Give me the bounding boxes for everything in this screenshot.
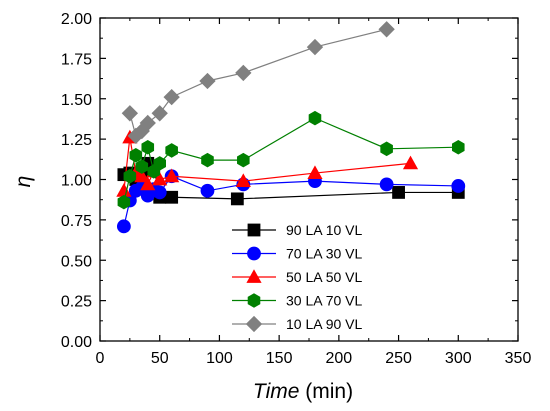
series-10-la-90-vl	[121, 21, 395, 145]
data-point	[153, 156, 167, 171]
data-point	[235, 173, 251, 188]
data-point	[165, 143, 178, 158]
y-tick-label: 0.75	[61, 213, 92, 230]
series-30-la-70-vl	[117, 110, 465, 210]
y-tick-label: 1.50	[61, 92, 92, 109]
x-axis-title: Time (min)	[253, 380, 353, 403]
legend-label: 90 LA 10 VL	[286, 222, 363, 238]
series-line	[129, 28, 387, 137]
y-tick-label: 1.00	[61, 173, 92, 190]
data-point	[201, 152, 214, 168]
legend-marker	[247, 293, 261, 308]
data-point	[123, 169, 137, 184]
data-point	[139, 114, 156, 132]
data-point	[165, 190, 179, 204]
y-tick-label: 1.25	[61, 132, 92, 149]
x-tick-label: 0	[96, 350, 105, 367]
data-point	[380, 141, 393, 157]
data-point	[141, 139, 155, 155]
y-tick-label: 0.50	[61, 253, 92, 270]
y-tick-label: 2.00	[61, 11, 92, 28]
data-point	[152, 185, 167, 200]
legend-marker	[245, 315, 263, 333]
data-point	[199, 72, 216, 90]
data-point	[164, 168, 180, 183]
x-tick-label: 350	[505, 350, 532, 367]
data-point	[135, 159, 149, 174]
y-tick-label: 1.75	[61, 51, 92, 68]
y-tick-label: 0.00	[61, 334, 92, 351]
data-point	[378, 21, 395, 38]
data-point	[379, 177, 394, 192]
y-axis-title: η	[12, 176, 35, 188]
data-point	[129, 148, 143, 163]
data-point	[237, 152, 250, 168]
data-point	[163, 88, 180, 106]
data-point	[392, 186, 405, 199]
data-point	[121, 105, 139, 122]
legend-label: 10 LA 90 VL	[286, 316, 363, 332]
data-point	[151, 105, 168, 122]
data-series	[116, 21, 466, 234]
legend: 90 LA 10 VL 70 LA 30 VL 50 LA 50 VL 30 LA 7…	[232, 222, 363, 333]
data-point	[402, 155, 419, 170]
data-point	[235, 64, 252, 82]
data-point	[152, 171, 168, 186]
data-point	[116, 183, 132, 197]
data-point	[451, 139, 465, 155]
y-tick-label: 0.25	[61, 294, 92, 311]
data-point	[230, 192, 244, 206]
tick-labels: 0 50 100 150 200 250 300 350 0.00 0.25 0.50 0.75 1.0…	[61, 11, 532, 367]
data-point	[306, 38, 324, 56]
legend-marker	[247, 246, 261, 261]
legend-label: 70 LA 30 VL	[286, 246, 363, 262]
data-point	[307, 165, 323, 179]
x-tick-label: 300	[445, 350, 472, 367]
x-tick-label: 250	[385, 350, 412, 367]
data-point	[200, 183, 215, 198]
data-point	[140, 176, 156, 191]
legend-label: 30 LA 70 VL	[286, 293, 363, 309]
legend-marker	[247, 223, 261, 237]
legend-marker	[246, 269, 262, 283]
plot-frame	[99, 17, 519, 342]
x-tick-label: 150	[266, 350, 293, 367]
x-tick-label: 100	[206, 350, 233, 367]
data-point	[134, 168, 150, 183]
x-tick-label: 50	[151, 350, 169, 367]
x-tick-label: 200	[326, 350, 353, 367]
x-axis-title-unit: (min)	[299, 380, 353, 403]
x-axis-title-italic: Time	[253, 380, 299, 403]
legend-label: 50 LA 50 VL	[286, 269, 363, 285]
data-point	[117, 194, 131, 210]
data-point	[308, 110, 322, 126]
data-point	[451, 179, 466, 193]
data-point	[116, 219, 131, 234]
